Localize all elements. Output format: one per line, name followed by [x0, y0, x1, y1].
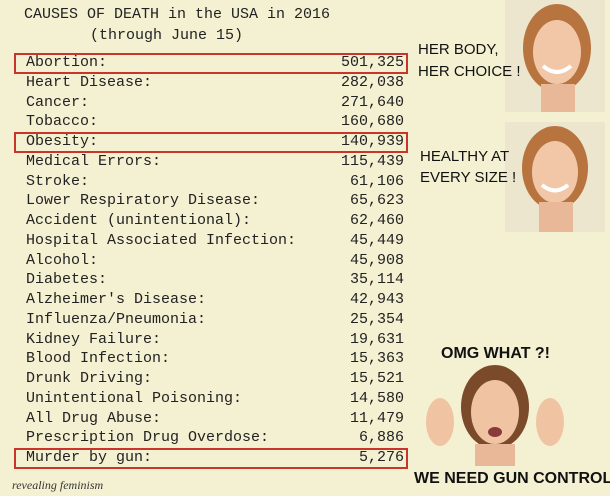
cause-count: 35,114 [349, 271, 404, 289]
caption: HEALTHY AT [420, 148, 510, 165]
cause-label: Accident (unintentional): [26, 212, 252, 229]
cause-label: Tobacco: [26, 113, 99, 131]
cause-count: 14,580 [349, 389, 404, 407]
cause-count: 140,939 [340, 133, 404, 150]
cause-count: 42,943 [349, 291, 404, 308]
cause-label: Heart Disease: [26, 73, 153, 91]
cause-label: All Drug Abuse: [26, 409, 162, 427]
cause-count: 62,460 [349, 212, 404, 229]
cause-label: Diabetes: [26, 271, 108, 289]
cause-count: 5,276 [358, 449, 404, 466]
cause-label: Drunk Driving: [26, 370, 153, 387]
cause-count: 271,640 [340, 93, 404, 111]
cause-count: 45,449 [349, 231, 404, 249]
cause-count: 6,886 [358, 429, 404, 447]
caption: OMG WHAT ?! [441, 345, 551, 362]
cause-label: Alcohol: [26, 251, 99, 269]
caption: HER BODY, [418, 41, 499, 58]
cause-count: 19,631 [349, 330, 404, 348]
cause-label: Unintentional Poisoning: [26, 389, 243, 407]
title: CAUSES OF DEATH in the USA in 2016 [24, 6, 331, 23]
woman-photo [426, 365, 564, 466]
cause-label: Alzheimer's Disease: [26, 291, 207, 308]
cause-label: Influenza/Pneumonia: [26, 310, 207, 328]
cause-count: 61,106 [349, 172, 404, 190]
cause-label: Abortion: [26, 54, 108, 71]
highlight-box [14, 53, 408, 74]
cause-count: 11,479 [349, 409, 404, 427]
cause-label: Hospital Associated Infection: [26, 231, 297, 249]
cause-label: Obesity: [26, 133, 99, 150]
cause-label: Blood Infection: [26, 350, 171, 368]
highlight-box [14, 132, 408, 153]
cause-label: Stroke: [26, 172, 90, 190]
caption: HER CHOICE ! [418, 63, 521, 80]
cause-label: Kidney Failure: [26, 330, 162, 348]
highlight-box [14, 448, 408, 469]
woman-photo [505, 0, 605, 112]
cause-count: 501,325 [340, 54, 404, 71]
cause-label: Cancer: [26, 93, 90, 111]
cause-count: 25,354 [349, 310, 404, 328]
woman-photo [505, 122, 605, 232]
cause-label: Prescription Drug Overdose: [26, 429, 270, 447]
watermark: revealing feminism [12, 478, 104, 492]
cause-label: Lower Respiratory Disease: [26, 192, 261, 210]
cause-label: Medical Errors: [26, 152, 162, 170]
cause-count: 65,623 [349, 192, 404, 210]
caption: WE NEED GUN CONTROL ! [414, 470, 610, 487]
cause-count: 15,521 [349, 370, 404, 387]
cause-count: 282,038 [340, 73, 404, 91]
cause-count: 45,908 [349, 251, 404, 269]
caption: EVERY SIZE ! [420, 169, 517, 186]
cause-count: 15,363 [349, 350, 404, 368]
cause-label: Murder by gun: [26, 449, 153, 466]
cause-count: 160,680 [340, 113, 404, 131]
subtitle: (through June 15) [90, 27, 244, 44]
cause-count: 115,439 [340, 152, 404, 170]
